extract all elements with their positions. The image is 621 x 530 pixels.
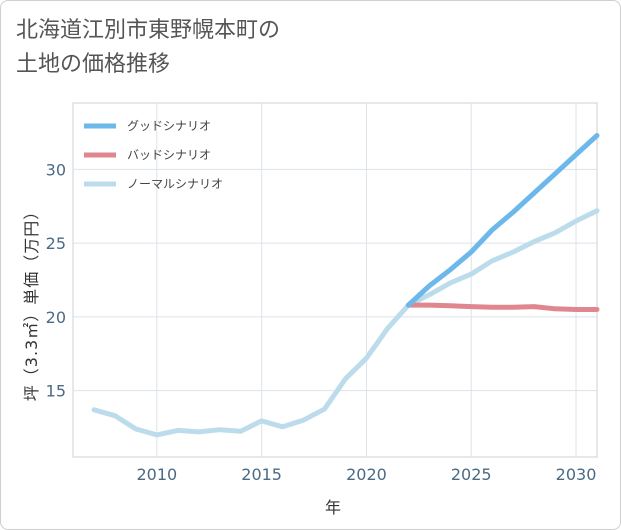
y-tick-label-25: 25 <box>46 234 66 253</box>
y-tick-label-20: 20 <box>46 308 66 327</box>
x-axis-label: 年 <box>325 498 341 517</box>
x-tick-label-2025: 2025 <box>451 465 492 484</box>
x-tick-label-2030: 2030 <box>556 465 597 484</box>
title-line-1: 北海道江別市東野幌本町の <box>16 18 281 43</box>
legend-label-2: ノーマルシナリオ <box>127 177 223 191</box>
series-line-0 <box>405 133 600 308</box>
chart-title: 北海道江別市東野幌本町の 土地の価格推移 <box>16 14 280 82</box>
x-tick-label-2020: 2020 <box>346 465 387 484</box>
y-tick-label-15: 15 <box>46 382 66 401</box>
legend-label-1: バッドシナリオ <box>127 148 211 162</box>
y-axis-label: 坪（3.3㎡）単価（万円） <box>22 203 41 401</box>
legend-label-0: グッドシナリオ <box>127 119 211 133</box>
series-line-1 <box>405 302 600 312</box>
x-tick-label-2010: 2010 <box>136 465 177 484</box>
y-tick-label-30: 30 <box>46 160 66 179</box>
series-line-2 <box>91 208 600 438</box>
x-tick-label-2015: 2015 <box>241 465 282 484</box>
series-lines <box>91 133 600 438</box>
title-line-2: 土地の価格推移 <box>16 52 171 77</box>
